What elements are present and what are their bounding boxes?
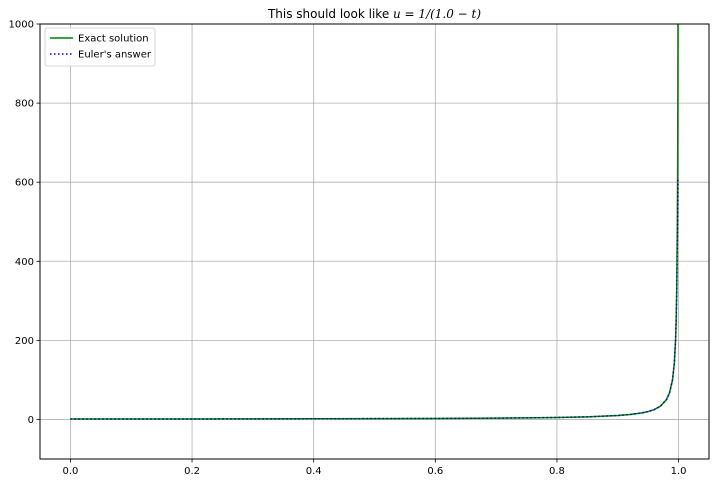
y-tick-label: 800 [15, 99, 34, 110]
y-tick-label: 200 [15, 336, 34, 347]
y-tick-label: 400 [15, 257, 34, 268]
legend-label: Euler's answer [78, 50, 152, 61]
chart-title-prefix: This should look like [267, 7, 393, 21]
series-layer [70, 24, 679, 420]
axes-frame [39, 23, 710, 460]
x-tick-label: 0.4 [306, 466, 322, 477]
plot-area [39, 23, 710, 460]
x-axis: 0.0 0.2 0.4 0.6 0.8 1.0 [62, 459, 687, 477]
x-tick-label: 0.6 [427, 466, 443, 477]
legend-label: Exact solution [78, 34, 149, 45]
y-axis: 0 200 400 600 800 1000 [9, 20, 40, 426]
x-tick-label: 1.0 [671, 466, 687, 477]
legend: Exact solution Euler's answer [44, 27, 156, 67]
chart-title: This should look like u = 1/(1.0 − t) [267, 7, 481, 21]
x-tick-label: 0.2 [184, 466, 200, 477]
y-tick-label: 1000 [9, 20, 34, 31]
x-tick-label: 0.0 [62, 466, 78, 477]
y-tick-label: 600 [15, 178, 34, 189]
chart-title-math: u = 1/(1.0 − t) [393, 7, 481, 21]
series-line-exact-solution [70, 24, 679, 420]
y-tick-label: 0 [28, 415, 34, 426]
x-tick-label: 0.8 [549, 466, 565, 477]
